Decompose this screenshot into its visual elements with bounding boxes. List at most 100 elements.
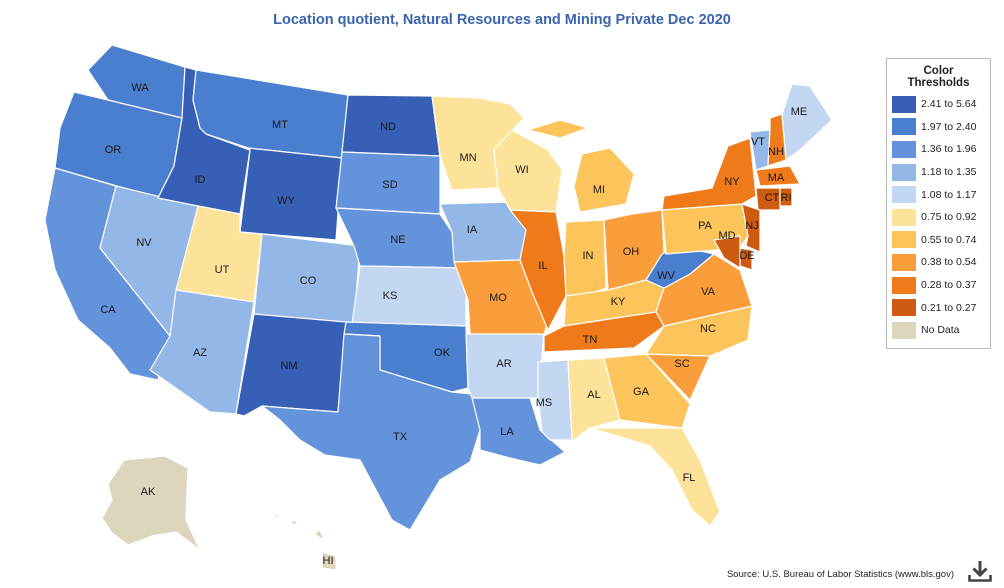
state-nh[interactable] [767,113,787,167]
state-label-me: ME [791,106,808,118]
legend-label: 0.75 to 0.92 [921,211,977,224]
state-nj[interactable] [741,203,761,253]
legend-swatch [892,118,916,136]
state-label-ma: MA [768,172,785,184]
legend-swatch [892,186,916,204]
state-label-ia: IA [467,224,478,236]
state-fl[interactable] [589,427,721,527]
state-ny[interactable] [661,137,757,211]
state-label-hi: HI [323,555,334,567]
legend-label: 1.08 to 1.17 [921,188,977,201]
state-label-ar: AR [496,358,511,370]
state-label-nd: ND [380,121,396,133]
state-label-ri: RI [781,192,792,204]
state-mi[interactable] [527,119,635,213]
state-label-ny: NY [724,176,740,188]
state-label-in: IN [583,250,594,262]
state-ri[interactable] [779,187,793,207]
download-icon[interactable] [966,558,994,584]
state-az[interactable] [149,289,255,415]
legend-label: 1.36 to 1.96 [921,143,977,156]
state-label-la: LA [500,426,514,438]
state-label-wy: WY [277,195,295,207]
state-me[interactable] [781,83,833,161]
state-label-mn: MN [459,152,476,164]
state-hi[interactable] [273,513,337,571]
state-label-de: DE [739,250,754,262]
legend-item: 0.38 to 0.54 [892,251,985,274]
state-ak[interactable] [101,455,201,551]
legend-label: 0.38 to 0.54 [921,256,977,269]
legend-label: 0.55 to 0.74 [921,233,977,246]
legend-label: 2.41 to 5.64 [921,98,977,111]
state-label-nc: NC [700,323,716,335]
state-label-nh: NH [768,146,784,158]
legend-label: 1.97 to 2.40 [921,120,977,133]
legend-swatch [892,163,916,181]
state-tx[interactable] [261,333,481,531]
state-label-md: MD [718,230,735,242]
state-label-or: OR [105,144,122,156]
legend-swatch [892,253,916,271]
state-il[interactable] [509,209,567,331]
state-label-ks: KS [383,290,398,302]
legend-item: 1.18 to 1.35 [892,161,985,184]
state-label-sc: SC [674,358,689,370]
state-label-az: AZ [193,347,207,359]
legend-label: 0.28 to 0.37 [921,279,977,292]
state-md[interactable] [713,235,741,269]
legend-label: 1.18 to 1.35 [921,166,977,179]
state-ks[interactable] [351,265,467,327]
color-legend: Color Thresholds 2.41 to 5.64 1.97 to 2.4… [886,58,991,349]
legend-swatch [892,299,916,317]
legend-swatch [892,276,916,294]
state-ma[interactable] [755,165,801,187]
legend-label: No Data [921,324,960,337]
state-label-il: IL [538,260,547,272]
legend-item: 1.97 to 2.40 [892,116,985,139]
state-label-oh: OH [623,246,640,258]
state-label-mo: MO [489,292,507,304]
state-label-fl: FL [683,472,696,484]
state-ga[interactable] [603,353,691,429]
state-label-ca: CA [100,304,116,316]
state-label-wa: WA [131,82,149,94]
state-wy[interactable] [239,147,343,241]
legend-item: 1.08 to 1.17 [892,183,985,206]
legend-title: Color Thresholds [907,65,970,89]
state-label-ok: OK [434,347,451,359]
legend-label: 0.21 to 0.27 [921,301,977,314]
map-title: Location quotient, Natural Resources and… [273,12,731,28]
legend-swatch [892,140,916,158]
state-label-nj: NJ [745,220,758,232]
us-map: WA OR CA NV ID MT WY UT AZ CO NM ND SD NE KS OK TX MN IA MO… [44,44,833,571]
state-la[interactable] [471,397,566,466]
legend-item: 0.75 to 0.92 [892,206,985,229]
state-label-mt: MT [272,119,288,131]
state-label-ak: AK [141,486,156,498]
state-label-sd: SD [382,179,397,191]
state-label-ms: MS [536,397,553,409]
state-ct[interactable] [755,187,781,211]
state-wi[interactable] [493,129,563,213]
source-note: Source: U.S. Bureau of Labor Statistics … [726,569,954,580]
legend-swatch [892,95,916,113]
state-label-mi: MI [593,184,605,196]
state-label-wi: WI [515,164,528,176]
legend-item: 0.28 to 0.37 [892,274,985,297]
state-label-ga: GA [633,386,650,398]
state-label-tx: TX [393,431,408,443]
state-label-ut: UT [215,264,230,276]
state-label-id: ID [195,174,206,186]
legend-item: 0.21 to 0.27 [892,296,985,319]
state-label-tn: TN [583,334,598,346]
legend-item: 1.36 to 1.96 [892,138,985,161]
state-label-nv: NV [136,237,152,249]
state-label-al: AL [587,389,600,401]
legend-item: No Data [892,319,985,342]
state-label-ct: CT [765,192,780,204]
legend-swatch [892,321,916,339]
legend-swatch [892,208,916,226]
state-label-pa: PA [698,220,713,232]
state-label-ne: NE [390,234,405,246]
